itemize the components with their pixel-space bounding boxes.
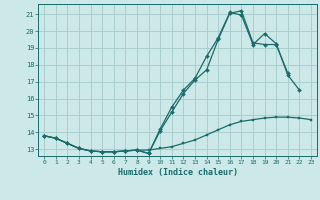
X-axis label: Humidex (Indice chaleur): Humidex (Indice chaleur) [118, 168, 238, 177]
